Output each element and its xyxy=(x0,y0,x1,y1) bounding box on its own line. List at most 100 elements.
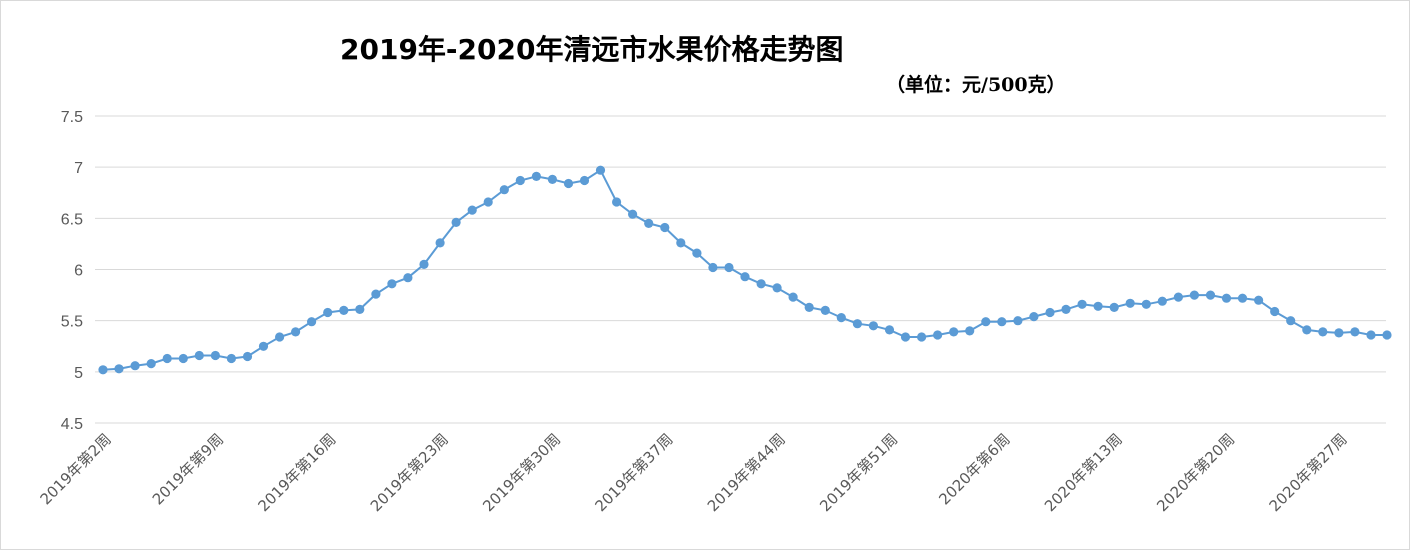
x-tick-label: 2020年第20周 xyxy=(1153,430,1238,515)
data-point xyxy=(1334,328,1344,338)
data-point xyxy=(579,175,590,186)
data-point xyxy=(355,304,365,314)
data-point xyxy=(435,238,445,248)
data-point xyxy=(1029,312,1039,322)
data-point xyxy=(1350,327,1360,337)
data-point xyxy=(917,332,927,342)
x-tick-label: 2020年第6周 xyxy=(935,430,1013,508)
x-tick-label: 2019年第2周 xyxy=(37,430,115,508)
data-point xyxy=(563,178,574,189)
data-point xyxy=(194,350,204,361)
data-point xyxy=(1189,290,1199,300)
data-point xyxy=(612,197,622,207)
data-point xyxy=(1254,295,1264,305)
x-tick-label: 2020年第27周 xyxy=(1266,430,1351,515)
data-point xyxy=(467,205,477,215)
y-tick-label: 6 xyxy=(74,263,83,280)
data-point xyxy=(1318,327,1328,337)
data-point xyxy=(307,317,317,327)
y-tick-label: 5.5 xyxy=(61,314,83,331)
price-series xyxy=(98,165,1392,375)
data-point xyxy=(788,292,798,302)
data-point xyxy=(900,332,911,342)
data-point xyxy=(820,305,830,315)
data-point xyxy=(499,185,509,195)
data-point xyxy=(210,350,220,361)
data-point xyxy=(1141,299,1151,309)
data-point xyxy=(483,197,493,207)
data-point xyxy=(836,313,846,323)
data-point xyxy=(933,330,943,340)
data-point xyxy=(1286,316,1296,326)
data-point xyxy=(130,361,140,371)
y-tick-label: 6.5 xyxy=(61,211,83,228)
data-point xyxy=(1013,316,1023,326)
data-point xyxy=(1221,293,1232,303)
data-point xyxy=(628,209,638,219)
data-point xyxy=(1205,290,1216,300)
data-point xyxy=(291,327,301,337)
data-point xyxy=(242,351,253,362)
data-point xyxy=(595,165,606,175)
data-point xyxy=(531,171,542,181)
data-point xyxy=(387,279,397,289)
data-point xyxy=(1077,299,1087,309)
data-point xyxy=(146,359,156,369)
data-point xyxy=(226,353,236,364)
x-axis-ticks: 2019年第2周 2019年第9周 2019年第16周 2019年第23周 2019年第… xyxy=(37,430,1351,515)
data-point xyxy=(868,321,879,331)
data-point xyxy=(708,262,718,273)
y-tick-label: 7 xyxy=(74,160,83,177)
data-point xyxy=(547,174,558,184)
y-tick-label: 4.5 xyxy=(61,416,83,433)
data-point xyxy=(339,305,349,315)
data-point xyxy=(997,317,1007,327)
gridlines xyxy=(95,115,1386,424)
data-point xyxy=(1366,330,1376,340)
data-point xyxy=(1270,306,1280,317)
x-tick-label: 2019年第30周 xyxy=(479,430,564,515)
data-point xyxy=(98,365,108,375)
data-point xyxy=(178,353,188,364)
data-point xyxy=(1125,298,1135,308)
data-point xyxy=(371,289,381,299)
data-point xyxy=(852,319,863,329)
data-point xyxy=(258,341,269,351)
x-tick-label: 2020年第13周 xyxy=(1041,430,1126,515)
data-point xyxy=(1173,292,1183,302)
data-point xyxy=(949,327,959,337)
y-tick-label: 7.5 xyxy=(61,109,83,126)
data-point xyxy=(1093,301,1103,311)
data-point xyxy=(1302,325,1312,335)
y-tick-label: 5 xyxy=(74,365,83,382)
x-tick-label: 2019年第44周 xyxy=(704,430,789,515)
data-point xyxy=(740,272,750,282)
data-point xyxy=(1045,307,1055,318)
data-point xyxy=(1237,293,1248,303)
data-point xyxy=(114,364,124,374)
data-point xyxy=(965,326,975,336)
data-point xyxy=(275,332,285,342)
y-axis-ticks: 7.5 7 6.5 6 5.5 5 4.5 xyxy=(61,109,83,433)
data-point xyxy=(981,317,991,327)
data-point xyxy=(1382,330,1392,340)
data-point xyxy=(1061,304,1071,314)
x-tick-label: 2019年第16周 xyxy=(254,430,339,515)
data-point xyxy=(692,248,702,258)
data-point xyxy=(676,238,686,248)
data-point xyxy=(403,273,413,283)
data-point xyxy=(419,259,429,269)
data-point xyxy=(1109,302,1119,312)
data-point xyxy=(1157,296,1167,306)
data-point xyxy=(804,302,814,312)
data-point xyxy=(756,279,766,289)
data-point xyxy=(162,353,172,364)
x-tick-label: 2019年第23周 xyxy=(367,430,452,515)
chart-unit-label: （单位：元/500克） xyxy=(886,74,1066,96)
data-point xyxy=(884,325,895,335)
data-point xyxy=(323,307,333,318)
x-tick-label: 2019年第51周 xyxy=(816,430,901,515)
x-tick-label: 2019年第9周 xyxy=(149,430,227,508)
